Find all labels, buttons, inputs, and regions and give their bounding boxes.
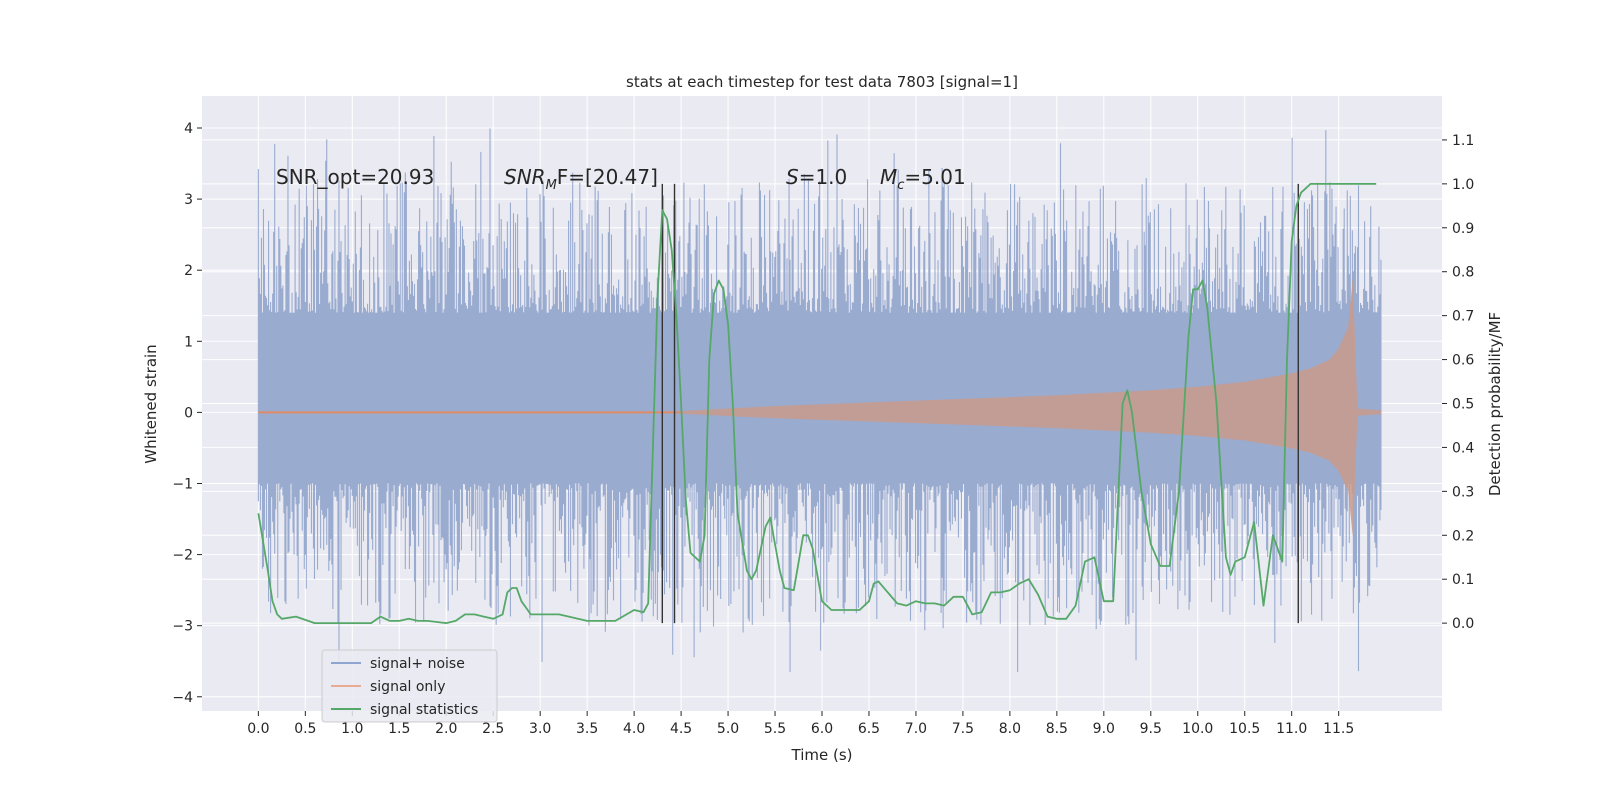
x-tick-label: 9.0 [1093, 721, 1115, 737]
y-axis-label: Whitened strain [142, 344, 160, 463]
x-tick-label: 2.5 [482, 721, 504, 737]
right-y-tick-label: 0.0 [1452, 616, 1474, 632]
right-y-tick-label: 0.9 [1452, 221, 1474, 237]
x-axis-ticks: 0.0 0.5 1.0 1.5 2.0 2.5 3.0 3.5 4.0 4.5 5.0 5.5 6.0 6… [247, 711, 1354, 737]
right-y-tick-label: 1.0 [1452, 177, 1474, 193]
x-tick-label: 4.0 [623, 721, 645, 737]
s-value: =1.0 [799, 165, 848, 189]
s-italic: S [786, 165, 799, 189]
annotation-snr-opt: SNR_opt=20.93 [276, 165, 434, 189]
x-tick-label: 0.0 [247, 721, 269, 737]
x-tick-label: 4.5 [670, 721, 692, 737]
annotation-snr-mf: SNRMF=[20.47] [504, 165, 658, 193]
y-tick-label: −1 [172, 476, 193, 492]
legend-box [321, 649, 498, 723]
x-tick-label: 1.5 [388, 721, 410, 737]
right-y-tick-label: 0.3 [1452, 484, 1474, 500]
y-tick-label: 3 [184, 192, 193, 208]
signal-envelope [258, 277, 1381, 537]
x-axis-label: Time (s) [791, 746, 853, 764]
right-y-tick-label: 0.6 [1452, 353, 1474, 369]
right-y-tick-label: 0.7 [1452, 309, 1474, 325]
legend-label-stats: signal statistics [370, 702, 478, 718]
x-tick-label: 0.5 [294, 721, 316, 737]
legend: signal+ noise signal only signal statist… [321, 649, 498, 723]
right-y-tick-label: 0.8 [1452, 265, 1474, 281]
x-tick-label: 10.5 [1229, 721, 1260, 737]
y-axis-ticks: 4 3 2 1 0 −1 −2 −3 −4 [172, 121, 202, 706]
right-y-tick-label: 0.1 [1452, 572, 1474, 588]
annotation-s: S=1.0 [786, 165, 847, 189]
x-tick-label: 2.0 [435, 721, 457, 737]
x-tick-label: 6.5 [858, 721, 880, 737]
x-tick-label: 9.5 [1140, 721, 1162, 737]
x-tick-label: 1.0 [341, 721, 363, 737]
mc-value: =5.01 [904, 165, 965, 189]
signal-only-series [258, 277, 1381, 537]
legend-label-noise: signal+ noise [370, 656, 465, 672]
x-tick-label: 6.0 [811, 721, 833, 737]
mc-sub: c [897, 178, 904, 193]
right-y-axis-ticks: 1.1 1.0 0.9 0.8 0.7 0.6 0.5 0.4 0.3 0.2 0.1 0.0 [1442, 133, 1474, 632]
x-tick-label: 8.5 [1046, 721, 1068, 737]
y-tick-label: 4 [184, 121, 193, 137]
x-tick-label: 10.0 [1182, 721, 1213, 737]
x-tick-label: 8.0 [999, 721, 1021, 737]
x-tick-label: 11.0 [1276, 721, 1307, 737]
x-tick-label: 7.0 [905, 721, 927, 737]
x-tick-label: 11.5 [1323, 721, 1354, 737]
snr-mf-sub: M [546, 178, 557, 193]
right-y-axis-label: Detection probability/MF [1486, 312, 1504, 496]
right-y-tick-label: 0.5 [1452, 397, 1474, 413]
x-tick-label: 3.0 [529, 721, 551, 737]
mc-italic: M [880, 165, 897, 189]
y-tick-label: −2 [172, 548, 193, 564]
right-y-tick-label: 1.1 [1452, 133, 1474, 149]
x-tick-label: 5.5 [764, 721, 786, 737]
x-tick-label: 3.5 [576, 721, 598, 737]
chart-title: stats at each timestep for test data 780… [626, 73, 1018, 91]
right-y-tick-label: 0.4 [1452, 440, 1474, 456]
annotation-mc: Mc=5.01 [880, 165, 966, 193]
y-tick-label: 2 [184, 263, 193, 279]
y-tick-label: 1 [184, 334, 193, 350]
signal-statistics-series [257, 183, 1377, 624]
vertical-markers [661, 183, 1299, 624]
y-tick-label: −3 [172, 619, 193, 635]
right-y-tick-label: 0.2 [1452, 528, 1474, 544]
y-tick-label: −4 [172, 690, 193, 706]
signal-statistics-line [257, 183, 1377, 624]
snr-mf-rest: F=[20.47] [557, 165, 658, 189]
y-tick-label: 0 [184, 405, 193, 421]
x-tick-label: 5.0 [717, 721, 739, 737]
legend-label-signal: signal only [370, 679, 445, 695]
snr-mf-main: SNR [504, 165, 546, 189]
x-tick-label: 7.5 [952, 721, 974, 737]
